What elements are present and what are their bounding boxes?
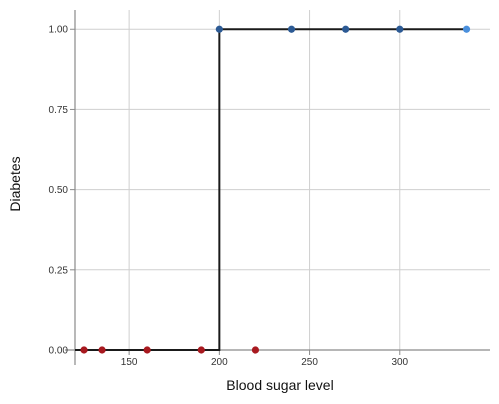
x-axis-title: Blood sugar level [226, 377, 333, 393]
data-point-0-4 [251, 346, 260, 354]
data-point-1-0 [215, 25, 223, 33]
data-point-1-2 [342, 25, 350, 33]
y-tick-label-1: 0.25 [49, 265, 69, 276]
x-tick-label-3: 300 [391, 357, 408, 368]
data-point-1-4 [462, 25, 471, 33]
data-point-1-3 [396, 25, 404, 33]
data-point-0-3 [197, 346, 205, 354]
data-point-1-1 [287, 25, 296, 33]
y-tick-label-4: 1.00 [49, 25, 69, 36]
data-point-0-2 [143, 346, 151, 354]
grid [75, 10, 490, 351]
data-point-0-1 [98, 346, 106, 354]
y-tick-label-3: 0.75 [49, 105, 69, 116]
x-tick-label-1: 200 [211, 357, 228, 368]
x-tick-label-2: 250 [301, 357, 318, 368]
ticks: 0.00 0.25 0.50 0.75 1.00 150 200 250 300 [49, 25, 409, 368]
x-tick-label-0: 150 [121, 357, 138, 368]
data-point-0-0 [80, 346, 88, 354]
y-tick-label-0: 0.00 [49, 346, 69, 357]
data-points [80, 25, 471, 354]
y-axis-title: Diabetes [7, 156, 23, 211]
y-tick-label-2: 0.50 [49, 185, 69, 196]
